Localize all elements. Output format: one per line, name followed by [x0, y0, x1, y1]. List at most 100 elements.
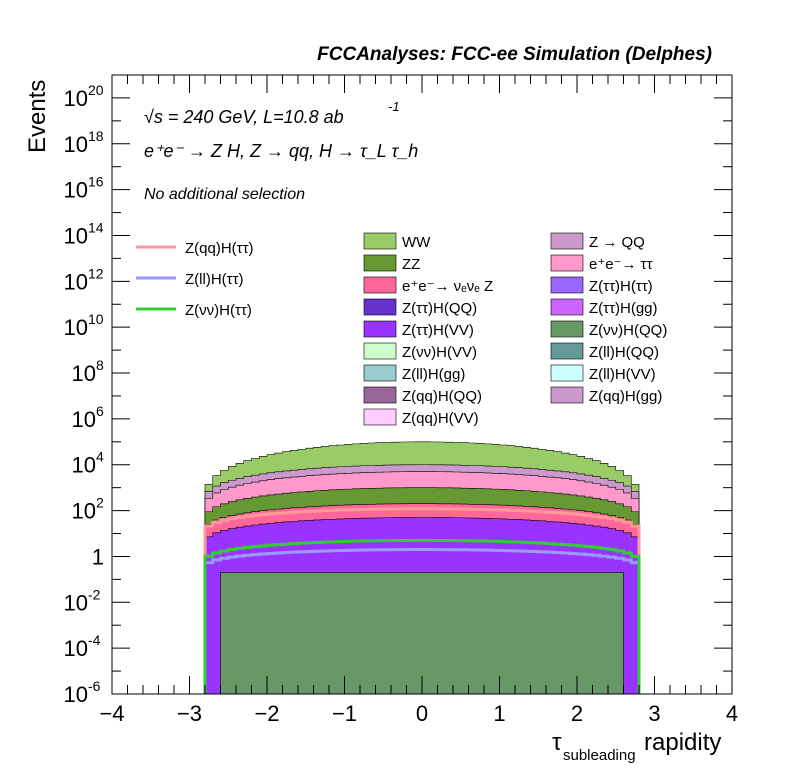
- legend-label: Z(qq)H(QQ): [402, 388, 482, 405]
- svg-text:10: 10: [64, 178, 88, 203]
- legend-swatch: [363, 408, 397, 426]
- annotation-selection: No additional selection: [144, 186, 305, 203]
- signal-curves: [203, 507, 641, 694]
- svg-text:-4: -4: [88, 632, 101, 648]
- svg-text:18: 18: [88, 128, 104, 144]
- y-tick-label: 10 -4: [64, 632, 101, 661]
- legend-label: e⁺e⁻→ ττ: [589, 256, 653, 273]
- svg-text:10: 10: [88, 311, 104, 327]
- legend-label: Z(νν)H(VV): [402, 344, 477, 361]
- svg-text:-2: -2: [88, 586, 101, 602]
- y-tick-label: 10 4: [72, 449, 104, 478]
- svg-text:10: 10: [64, 590, 88, 615]
- svg-text:12: 12: [88, 265, 104, 281]
- legend-swatch: [363, 320, 397, 338]
- legend-swatch: [550, 386, 584, 404]
- legend: Z(qq)H(ττ) Z(ll)H(ττ) Z(νν)H(ττ) WW Z → QQ ZZ…: [136, 232, 667, 427]
- legend-label: Z(ll)H(QQ): [589, 344, 659, 361]
- svg-text:2: 2: [96, 495, 104, 511]
- legend-label: WW: [402, 234, 431, 251]
- legend-swatch: [363, 276, 397, 294]
- x-tick-label: 2: [571, 701, 583, 726]
- x-tick-label: 4: [726, 701, 738, 726]
- y-tick-label: 10 6: [72, 403, 104, 432]
- legend-swatch: [550, 320, 584, 338]
- y-tick-label: 10 2: [72, 495, 104, 524]
- annotation-lumi-exp: -1: [388, 99, 400, 114]
- signal-curve-1: [203, 548, 641, 694]
- svg-text:1: 1: [92, 544, 104, 569]
- legend-swatch: [550, 364, 584, 382]
- legend-signal-label: Z(νν)H(ττ): [185, 302, 252, 319]
- annotation-energy: √s = 240 GeV, L=10.8 ab: [144, 107, 344, 127]
- legend-swatch: [363, 386, 397, 404]
- y-tick-label: 10 16: [64, 174, 104, 203]
- x-tick-label: −4: [99, 701, 124, 726]
- svg-text:10: 10: [64, 682, 88, 707]
- svg-text:10: 10: [64, 86, 88, 111]
- legend-swatch: [363, 364, 397, 382]
- legend-label: Z(ττ)H(QQ): [402, 300, 477, 317]
- axis-ticks: [111, 74, 733, 695]
- legend-label: Z(qq)H(gg): [589, 388, 662, 405]
- y-axis-label: Events: [24, 80, 51, 153]
- legend-label: ZZ: [402, 256, 420, 273]
- svg-text:10: 10: [64, 223, 88, 248]
- x-tick-label: 1: [493, 701, 505, 726]
- y-tick-label: 10 20: [64, 82, 104, 111]
- legend-label: Z(ττ)H(gg): [589, 300, 658, 317]
- y-tick-label: 10 10: [64, 311, 104, 340]
- legend-swatch: [550, 342, 584, 360]
- x-axis-label-sub: subleading: [563, 747, 636, 764]
- svg-text:-6: -6: [88, 678, 101, 694]
- svg-text:10: 10: [64, 315, 88, 340]
- svg-text:10: 10: [72, 499, 96, 524]
- signal-curve-2: [203, 538, 641, 694]
- legend-label: Z → QQ: [589, 234, 645, 251]
- legend-label: Z(ll)H(gg): [402, 366, 465, 383]
- svg-text:20: 20: [88, 82, 104, 98]
- x-axis-label-main: τ: [552, 729, 562, 756]
- x-tick-labels: −4 −3 −2 −1 0 1 2 3 4: [99, 701, 738, 726]
- x-tick-label: −1: [332, 701, 357, 726]
- legend-swatch: [550, 254, 584, 272]
- svg-text:10: 10: [64, 269, 88, 294]
- legend-swatch: [363, 254, 397, 272]
- legend-signal-label: Z(ll)H(ττ): [185, 271, 244, 288]
- svg-text:10: 10: [72, 361, 96, 386]
- svg-text:4: 4: [96, 449, 104, 465]
- svg-text:10: 10: [64, 132, 88, 157]
- svg-text:6: 6: [96, 403, 104, 419]
- band-znunu-hqq-floor: [220, 572, 624, 695]
- legend-label: e⁺e⁻→ νₑνₑ Z: [402, 278, 493, 295]
- annotation-process: e⁺e⁻ → Z H, Z → qq, H → τ_L τ_h: [144, 141, 418, 161]
- x-axis-label-rest: rapidity: [644, 729, 721, 756]
- svg-text:8: 8: [96, 357, 104, 373]
- svg-text:14: 14: [88, 219, 104, 235]
- legend-label: Z(ττ)H(VV): [402, 322, 474, 339]
- y-tick-label: 10 18: [64, 128, 104, 157]
- svg-text:10: 10: [64, 636, 88, 661]
- x-tick-label: 3: [648, 701, 660, 726]
- y-tick-label: 10 -6: [64, 678, 101, 707]
- legend-swatch: [550, 298, 584, 316]
- x-axis-label: τ subleading rapidity: [552, 729, 721, 764]
- y-tick-label: 10 -2: [64, 586, 101, 615]
- svg-text:16: 16: [88, 174, 104, 190]
- legend-label: Z(qq)H(VV): [402, 410, 479, 427]
- legend-swatch: [363, 232, 397, 250]
- x-tick-label: −2: [254, 701, 279, 726]
- stacked-histogram: [204, 441, 640, 695]
- legend-label: Z(ll)H(VV): [589, 366, 656, 383]
- legend-label: Z(ττ)H(ττ): [589, 278, 653, 295]
- legend-swatch: [550, 276, 584, 294]
- svg-text:10: 10: [72, 453, 96, 478]
- legend-swatch: [363, 342, 397, 360]
- y-tick-label: 10 12: [64, 265, 104, 294]
- legend-label: Z(νν)H(QQ): [589, 322, 667, 339]
- signal-curve-0: [203, 507, 641, 694]
- legend-swatch: [363, 298, 397, 316]
- y-tick-label: 10 8: [72, 357, 104, 386]
- y-tick-label: 10 14: [64, 219, 104, 248]
